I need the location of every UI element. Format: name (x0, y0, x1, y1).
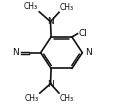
Text: N: N (84, 48, 91, 57)
Text: Cl: Cl (78, 29, 86, 38)
Text: CH₃: CH₃ (59, 3, 73, 12)
Text: CH₃: CH₃ (24, 94, 38, 103)
Text: N: N (12, 48, 19, 57)
Text: CH₃: CH₃ (59, 94, 73, 103)
Text: N: N (47, 17, 53, 26)
Text: CH₃: CH₃ (24, 2, 38, 11)
Text: N: N (47, 80, 53, 89)
